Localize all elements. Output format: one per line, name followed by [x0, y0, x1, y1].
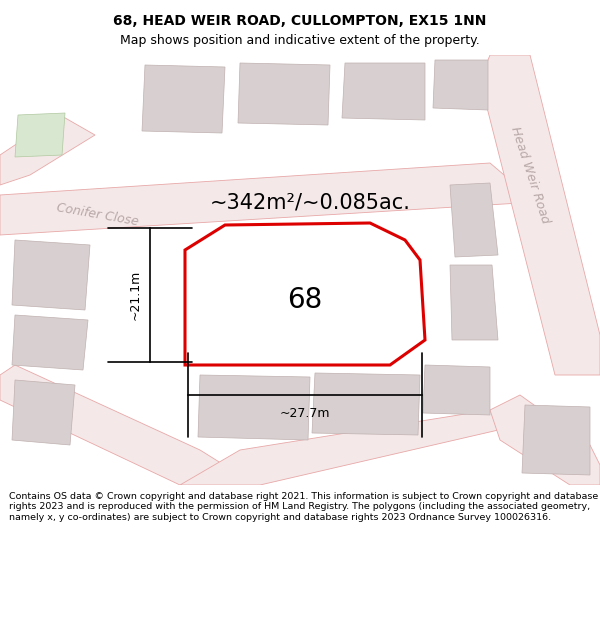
Text: Conifer Close: Conifer Close: [240, 223, 324, 243]
Polygon shape: [0, 163, 520, 235]
Polygon shape: [0, 170, 500, 230]
Polygon shape: [0, 365, 240, 485]
Text: Contains OS data © Crown copyright and database right 2021. This information is : Contains OS data © Crown copyright and d…: [9, 492, 598, 522]
Polygon shape: [480, 55, 600, 375]
Polygon shape: [342, 63, 425, 120]
Polygon shape: [423, 365, 490, 415]
Polygon shape: [238, 63, 330, 125]
Polygon shape: [12, 240, 90, 310]
Text: ~342m²/~0.085ac.: ~342m²/~0.085ac.: [210, 193, 411, 213]
Polygon shape: [12, 380, 75, 445]
Text: 68: 68: [287, 286, 323, 314]
Text: Head Weir Road: Head Weir Road: [508, 125, 552, 225]
Polygon shape: [198, 375, 310, 440]
Polygon shape: [433, 60, 488, 110]
Polygon shape: [522, 405, 590, 475]
Text: ~27.7m: ~27.7m: [280, 407, 330, 420]
Polygon shape: [12, 315, 88, 370]
Text: Map shows position and indicative extent of the property.: Map shows position and indicative extent…: [120, 34, 480, 47]
Text: 68, HEAD WEIR ROAD, CULLOMPTON, EX15 1NN: 68, HEAD WEIR ROAD, CULLOMPTON, EX15 1NN: [113, 14, 487, 28]
Text: Conifer Close: Conifer Close: [55, 201, 139, 229]
Polygon shape: [180, 410, 520, 485]
Polygon shape: [450, 183, 498, 257]
Polygon shape: [0, 115, 95, 185]
Polygon shape: [490, 395, 600, 485]
Text: ~21.1m: ~21.1m: [129, 270, 142, 320]
Polygon shape: [185, 223, 425, 365]
Polygon shape: [15, 113, 65, 157]
Polygon shape: [142, 65, 225, 133]
Polygon shape: [312, 373, 420, 435]
Polygon shape: [450, 265, 498, 340]
